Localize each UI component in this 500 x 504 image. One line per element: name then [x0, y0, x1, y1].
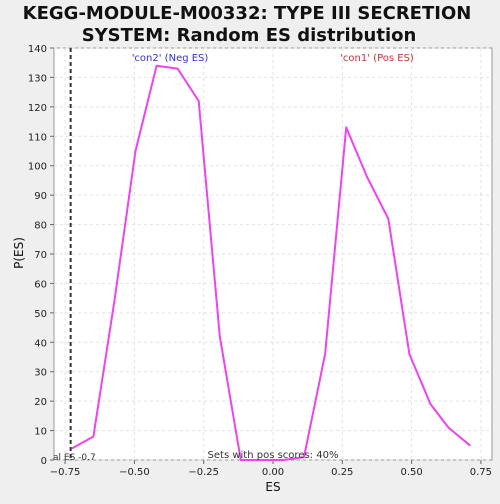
data-point — [388, 218, 390, 220]
x-tick-label: 0.00 — [262, 467, 284, 478]
data-point — [366, 177, 368, 179]
y-tick-label: 20 — [34, 397, 47, 408]
x-tick-label: 0.75 — [470, 467, 492, 478]
actual-es-label: al ES -0.7 — [53, 453, 96, 463]
data-point — [430, 403, 432, 405]
y-tick-label: 90 — [34, 191, 47, 202]
data-point — [324, 353, 326, 355]
x-tick-label: −0.25 — [188, 467, 219, 478]
data-point — [135, 150, 137, 152]
data-point — [156, 65, 158, 67]
y-tick-label: 0 — [41, 456, 47, 467]
data-point — [93, 436, 95, 438]
x-tick-label: 0.50 — [400, 467, 422, 478]
data-point — [198, 100, 200, 102]
chart-title-line-1: KEGG-MODULE-M00332: TYPE III SECRETION — [23, 3, 472, 24]
data-point — [177, 68, 179, 70]
x-tick-label: −0.50 — [119, 467, 150, 478]
y-tick-label: 50 — [34, 309, 47, 320]
y-tick-label: 10 — [34, 427, 47, 438]
y-tick-label: 100 — [28, 162, 47, 173]
y-tick-label: 120 — [28, 103, 47, 114]
x-tick-label: 0.25 — [331, 467, 353, 478]
y-tick-label: 70 — [34, 250, 47, 261]
data-point — [409, 353, 411, 355]
data-point — [114, 300, 116, 302]
y-tick-label: 80 — [34, 221, 47, 232]
x-axis-label: ES — [265, 480, 280, 494]
pos-scores-footer: Sets with pos scores: 40% — [208, 450, 339, 461]
x-tick-label: −0.75 — [50, 467, 81, 478]
pos-es-label: 'con1' (Pos ES) — [340, 53, 414, 64]
y-tick-label: 110 — [28, 132, 47, 143]
y-tick-label: 60 — [34, 279, 47, 290]
y-tick-label: 130 — [28, 73, 47, 84]
data-point — [469, 444, 471, 446]
y-tick-label: 40 — [34, 338, 47, 349]
data-point — [448, 427, 450, 429]
chart-title-line-2: SYSTEM: Random ES distribution — [82, 25, 417, 46]
data-point — [219, 336, 221, 338]
y-tick-label: 140 — [28, 44, 47, 55]
data-point — [71, 447, 73, 449]
y-tick-label: 30 — [34, 368, 47, 379]
y-axis-label: P(ES) — [12, 237, 26, 269]
data-point — [345, 127, 347, 129]
neg-es-label: 'con2' (Neg ES) — [132, 53, 209, 64]
